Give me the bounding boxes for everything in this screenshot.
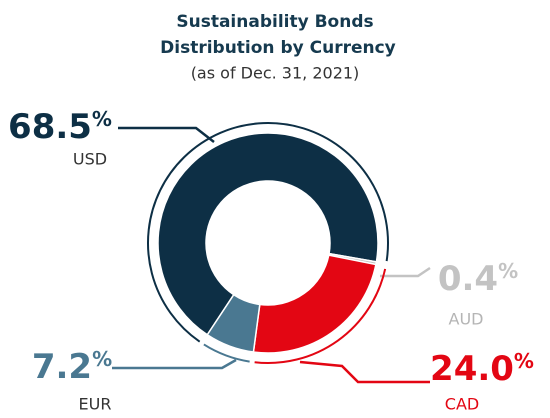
category-label: CAD <box>445 395 479 414</box>
outer-ring-arc <box>203 343 250 363</box>
leader-line <box>380 266 431 278</box>
value-label: 68.5% <box>8 107 112 147</box>
category-label: USD <box>73 150 107 169</box>
leader-line <box>112 358 237 370</box>
outer-ring-arc <box>147 122 389 343</box>
category-label: AUD <box>449 310 484 329</box>
donut-slice <box>157 132 379 336</box>
value-label: 24.0% <box>430 349 534 389</box>
donut-slice <box>252 254 377 354</box>
outer-ring-arc <box>254 268 387 364</box>
leader-line <box>299 360 430 384</box>
category-label: EUR <box>79 395 112 414</box>
donut-slice <box>206 293 261 353</box>
leader-line <box>118 126 215 143</box>
chart-subtitle: (as of Dec. 31, 2021) <box>191 64 360 83</box>
chart-title: Sustainability Bonds Distribution by Cur… <box>154 12 396 58</box>
value-label: 0.4% <box>438 259 518 299</box>
value-label: 7.2% <box>32 347 112 387</box>
